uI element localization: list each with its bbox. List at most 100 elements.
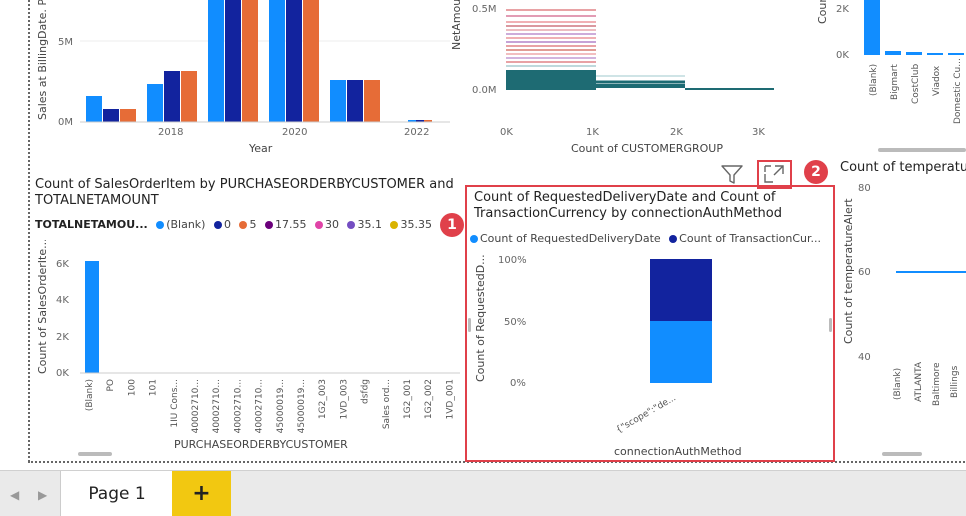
bar[interactable] xyxy=(208,0,224,122)
salesorderitem-chart[interactable]: Count of SalesOrderIte... 6K 4K 2K 0K (B… xyxy=(30,240,470,458)
line-series-band[interactable] xyxy=(506,9,774,90)
bar[interactable] xyxy=(269,0,285,122)
x-tick: 2022 xyxy=(404,127,429,138)
x-tick: 1IU Cons... xyxy=(170,379,180,428)
x-tick: 45000019... xyxy=(297,379,307,433)
scrollbar[interactable] xyxy=(882,452,922,456)
x-tick: Domestic Cu... xyxy=(953,58,963,124)
y-tick: 0K xyxy=(836,50,849,61)
bar[interactable] xyxy=(303,0,319,122)
x-tick: (Blank) xyxy=(869,64,879,96)
callout-box-1 xyxy=(465,185,835,462)
callout-badge-1: 1 xyxy=(440,213,464,237)
sales-by-year-chart[interactable]: Sales at BillingDate. P... 5M 0M 2018 20… xyxy=(30,0,450,160)
bar[interactable] xyxy=(347,80,363,122)
y-tick: 50% xyxy=(504,317,526,328)
bar[interactable] xyxy=(330,80,346,122)
x-tick: Billings xyxy=(950,365,960,398)
report-canvas: Sales at BillingDate. P... 5M 0M 2018 20… xyxy=(28,0,966,463)
bar[interactable] xyxy=(164,71,180,122)
top-right-column-chart[interactable]: Coun... 2K 0K (Blank) Bigmart CostClub V… xyxy=(812,0,966,130)
y-tick: 2K xyxy=(56,332,69,343)
legend-item[interactable]: (Blank) xyxy=(151,218,205,231)
bar[interactable] xyxy=(103,109,119,122)
bar[interactable] xyxy=(86,96,102,122)
bar[interactable] xyxy=(948,53,964,55)
y-axis-label: Coun... xyxy=(816,0,829,24)
bar[interactable] xyxy=(364,80,380,122)
x-tick: 1K xyxy=(586,127,599,138)
legend-item[interactable]: 17.55 xyxy=(260,218,306,231)
x-tick: 1G2_002 xyxy=(424,379,434,419)
bar[interactable] xyxy=(181,71,197,122)
y-tick: 5M xyxy=(58,37,73,48)
bar[interactable] xyxy=(242,0,258,122)
x-tick: 2020 xyxy=(282,127,307,138)
x-tick: Baltimore xyxy=(932,362,942,406)
tab-page-1[interactable]: Page 1 xyxy=(60,471,174,516)
bar-segment[interactable] xyxy=(650,321,712,383)
x-tick: Bigmart xyxy=(890,64,900,100)
x-tick: 0K xyxy=(500,127,513,138)
bar[interactable] xyxy=(225,0,241,122)
legend-item[interactable]: Count of TransactionCur... xyxy=(664,232,821,245)
y-tick: 2K xyxy=(836,4,849,15)
x-tick: 1VD_001 xyxy=(445,379,455,420)
x-tick: CostClub xyxy=(911,64,921,104)
y-tick: 6K xyxy=(56,259,69,270)
bar[interactable] xyxy=(885,51,901,55)
x-tick: 1G2_003 xyxy=(318,379,328,419)
scrollbar[interactable] xyxy=(78,452,112,456)
y-axis-label: Count of SalesOrderIte... xyxy=(36,240,49,374)
chart-title: Count of RequestedDeliveryDate and Count… xyxy=(474,190,783,221)
x-tick: 40002710... xyxy=(212,379,222,433)
legend-item[interactable]: 0 xyxy=(209,218,231,231)
bar[interactable] xyxy=(286,0,302,122)
x-tick: 101 xyxy=(149,379,159,396)
legend-item[interactable]: 30 xyxy=(310,218,339,231)
bar[interactable] xyxy=(416,120,424,122)
legend-item[interactable]: 5 xyxy=(234,218,256,231)
resize-handle-left[interactable] xyxy=(468,318,471,332)
x-axis-label: connectionAuthMethod xyxy=(614,445,742,458)
bar[interactable] xyxy=(120,109,136,122)
chart-title: Count of SalesOrderItem by PURCHASEORDER… xyxy=(35,177,454,208)
x-tick: 2K xyxy=(670,127,683,138)
legend-item[interactable]: Count of RequestedDeliveryDate xyxy=(470,232,661,245)
focus-mode-icon[interactable] xyxy=(762,163,786,185)
legend-item[interactable]: 35.35 xyxy=(385,218,432,231)
y-axis-label: Count of temperatureAlert xyxy=(842,198,855,344)
canvas-border xyxy=(28,0,30,462)
bar[interactable] xyxy=(85,261,99,373)
add-page-button[interactable]: + xyxy=(172,471,231,516)
bar[interactable] xyxy=(408,120,416,122)
y-tick: 4K xyxy=(56,295,69,306)
bar[interactable] xyxy=(147,84,163,122)
y-tick: 40 xyxy=(858,352,871,363)
bar-segment[interactable] xyxy=(650,259,712,321)
x-tick: Viadox xyxy=(932,65,942,96)
x-tick: 40002710... xyxy=(255,379,265,433)
netamount-by-customergroup-chart[interactable]: NetAmoun... 0.5M 0.0M 0K 1K 2K 3K xyxy=(448,0,788,160)
y-tick: 100% xyxy=(498,255,527,266)
y-tick: 0K xyxy=(56,368,69,379)
requesteddeliverydate-chart[interactable]: Count of RequestedD... 100% 50% 0% {"sco… xyxy=(468,250,832,460)
bar[interactable] xyxy=(864,0,880,55)
scrollbar[interactable] xyxy=(878,148,966,152)
x-tick: 2018 xyxy=(158,127,183,138)
legend-item[interactable]: 35.1 xyxy=(342,218,382,231)
bar[interactable] xyxy=(927,53,943,55)
x-tick: 45000019... xyxy=(276,379,286,433)
prev-page-icon[interactable]: ◀ xyxy=(10,488,20,502)
bar[interactable] xyxy=(906,52,922,55)
y-tick: 0.5M xyxy=(472,4,497,15)
resize-handle-right[interactable] xyxy=(829,318,832,332)
y-axis-label: Sales at BillingDate. P... xyxy=(36,0,49,120)
y-axis-label: Count of RequestedD... xyxy=(474,254,487,382)
x-tick: 1G2_001 xyxy=(403,379,413,419)
next-page-icon[interactable]: ▶ xyxy=(38,488,48,502)
temperature-alert-chart[interactable]: Count of temperatureAlert 80 60 40 (Blan… xyxy=(838,176,966,410)
y-tick: 0.0M xyxy=(472,85,497,96)
filter-icon[interactable] xyxy=(719,162,745,186)
bar[interactable] xyxy=(424,120,432,122)
